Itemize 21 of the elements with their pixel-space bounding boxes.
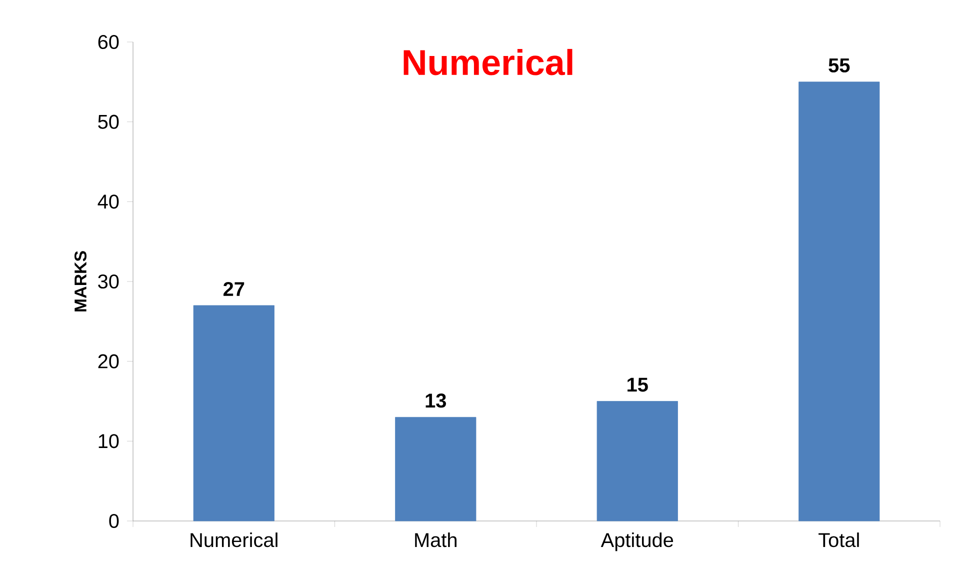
data-label: 27 (223, 282, 244, 296)
chart-title: Numerical (404, 48, 572, 76)
y-tick-label: 30 (98, 274, 119, 289)
y-tick-label: 50 (98, 114, 119, 129)
data-label: 55 (828, 58, 850, 72)
bar (798, 82, 880, 522)
bar (395, 417, 476, 522)
data-label: 15 (628, 378, 648, 392)
bar (596, 401, 678, 522)
x-tick-label: Math (415, 532, 456, 548)
x-tick-label: Numerical (190, 532, 278, 548)
data-label: 13 (426, 394, 446, 408)
bar (193, 305, 274, 522)
x-tick-label: Total (818, 532, 859, 548)
y-tick-label: 20 (98, 354, 119, 368)
y-tick-label: 60 (98, 34, 119, 50)
y-tick-label: 10 (98, 434, 119, 448)
y-tick-label: 40 (98, 194, 119, 209)
y-axis-title: MARKS (74, 251, 86, 312)
y-tick-label: 0 (109, 514, 119, 528)
x-tick-label: Aptitude (600, 532, 674, 552)
